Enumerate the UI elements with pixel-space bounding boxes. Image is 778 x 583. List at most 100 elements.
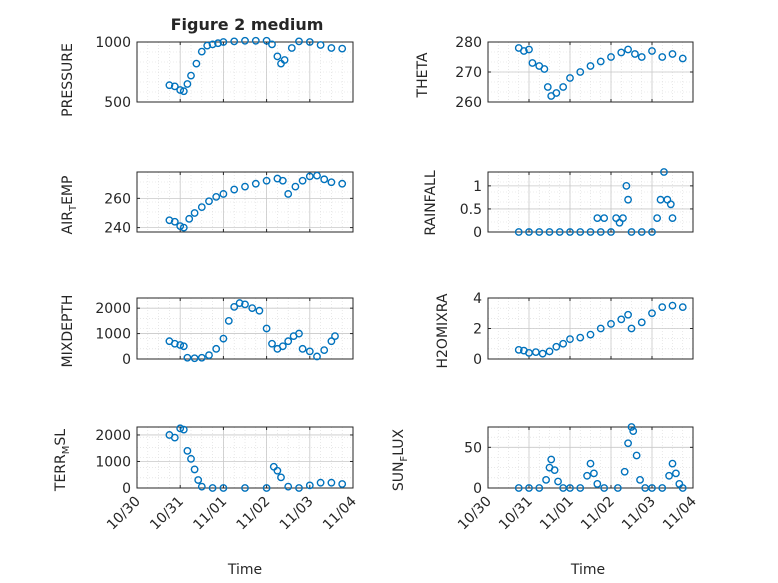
data-point — [251, 36, 260, 45]
data-point — [219, 38, 228, 46]
data-point — [627, 228, 636, 236]
data-point — [627, 324, 636, 333]
data-point — [278, 176, 287, 185]
data-point — [205, 351, 213, 360]
data-point — [637, 53, 646, 61]
data-point — [212, 192, 221, 201]
data-point — [214, 39, 222, 48]
data-point — [170, 433, 179, 442]
data-point — [668, 459, 677, 468]
data-point — [230, 37, 239, 46]
data-point — [170, 217, 179, 226]
data-point — [313, 171, 321, 180]
data-point — [653, 214, 662, 223]
data-point — [287, 44, 296, 52]
y-tick-label: 2 — [473, 322, 482, 338]
data-point — [219, 190, 228, 198]
data-point — [620, 467, 629, 476]
data-point — [194, 476, 203, 484]
data-point — [540, 65, 549, 73]
data-point — [627, 423, 636, 431]
data-point — [624, 310, 632, 319]
ylabel-rainfall: RAINFALL — [423, 170, 439, 235]
axes-box-terr-msl — [136, 426, 354, 489]
data-point — [262, 484, 271, 492]
data-point — [278, 342, 287, 351]
data-point — [179, 425, 188, 434]
data-point — [295, 329, 303, 338]
data-point — [224, 316, 233, 325]
ylabel-main: SUN — [391, 462, 407, 492]
data-point — [559, 339, 568, 348]
data-point — [241, 182, 249, 191]
data-point — [179, 87, 188, 96]
data-point — [583, 471, 591, 480]
data-point — [637, 318, 646, 327]
ylabel-main: TERR — [53, 454, 69, 492]
data-point — [666, 200, 675, 209]
data-point — [566, 228, 574, 236]
data-point — [183, 353, 192, 362]
data-point — [277, 473, 285, 482]
data-point — [338, 179, 347, 188]
data-point — [316, 478, 325, 487]
y-tick-label: 1000 — [95, 35, 131, 51]
ylabel-terr-msl: TERRMSL — [53, 429, 72, 492]
data-point — [552, 89, 561, 97]
data-point — [273, 466, 282, 475]
xlabel-left: Time — [227, 562, 262, 578]
data-point — [593, 480, 602, 488]
data-point — [262, 176, 271, 185]
data-point — [658, 53, 667, 61]
data-point — [658, 484, 667, 492]
data-point — [185, 214, 194, 223]
data-point — [590, 469, 598, 478]
data-point — [586, 330, 595, 339]
ylabel-rest: LUX — [391, 428, 407, 455]
data-point — [255, 306, 264, 315]
data-point — [566, 335, 574, 344]
data-point — [586, 459, 595, 468]
ylabel-main: AIR — [60, 211, 76, 235]
axes-box-sun-flux — [487, 426, 694, 489]
data-point — [665, 471, 673, 480]
data-point — [280, 56, 289, 64]
data-point — [678, 303, 687, 312]
data-point — [197, 353, 206, 362]
data-point — [566, 74, 574, 82]
data-point — [176, 86, 185, 94]
y-tick-label: 0.5 — [460, 202, 482, 218]
data-point — [566, 484, 574, 492]
data-point — [629, 427, 638, 435]
ylabel-h2omixra: H2OMIXRA — [435, 293, 451, 368]
y-tick-label: 270 — [455, 65, 482, 81]
data-point — [241, 300, 249, 309]
data-point — [165, 81, 174, 90]
data-point — [305, 347, 314, 356]
data-point — [542, 475, 550, 484]
data-point — [600, 214, 609, 223]
data-point — [617, 315, 626, 324]
data-point — [648, 47, 656, 55]
data-point — [668, 50, 677, 58]
ylabel-rest: EMP — [60, 176, 76, 205]
data-point — [241, 484, 249, 492]
y-tick-label: 0 — [473, 352, 482, 368]
data-point — [586, 228, 595, 236]
data-point — [543, 83, 552, 91]
data-point — [248, 304, 257, 313]
data-point — [176, 424, 185, 433]
data-point — [327, 44, 336, 52]
data-point — [554, 477, 562, 486]
data-point — [514, 228, 523, 236]
data-point — [205, 197, 213, 206]
data-point — [170, 82, 179, 91]
data-point — [284, 482, 293, 491]
data-point — [672, 469, 680, 478]
data-point — [305, 172, 314, 181]
data-point — [313, 352, 321, 361]
xlabel-right: Time — [570, 562, 605, 578]
ylabel-subscript: T — [68, 204, 79, 212]
data-point — [197, 47, 206, 56]
